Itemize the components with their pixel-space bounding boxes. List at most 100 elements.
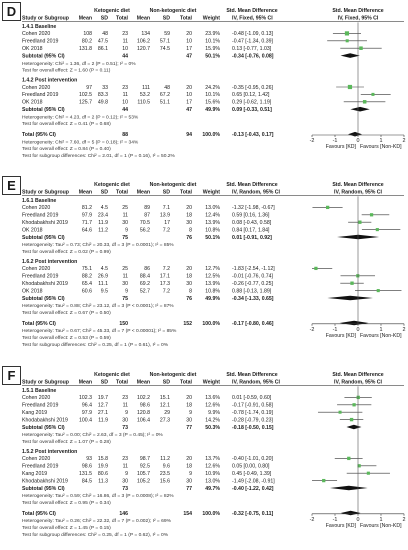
col-header: SD bbox=[101, 379, 108, 385]
cell-ci: 0.59 [0.16, 1.36] bbox=[232, 213, 270, 219]
group2-header: Non-ketogenic diet bbox=[150, 372, 197, 378]
x-tick-label: 2 bbox=[403, 517, 406, 523]
cell-mean-2: 120.7 bbox=[137, 46, 150, 52]
cell-mean-2: 102.2 bbox=[137, 395, 150, 401]
cell-ci: -0.32 [-0.75, 0.11] bbox=[232, 511, 274, 517]
cell-weight: 13.6% bbox=[205, 395, 220, 401]
total-label: Total (95% CI) bbox=[22, 511, 56, 517]
cell-total-1: 88 bbox=[122, 132, 128, 138]
cell-mean-1: 71.7 bbox=[82, 220, 92, 226]
cell-ci: 0.09 [-0.33, 0.51] bbox=[232, 107, 272, 113]
cell-sd-2: 59 bbox=[164, 31, 170, 37]
cell-weight: 10.8% bbox=[205, 288, 220, 294]
cell-ci: -1.49 [-2.08, -0.91] bbox=[232, 478, 275, 484]
cell-total-2: 18 bbox=[186, 213, 192, 219]
cell-weight: 24.2% bbox=[205, 85, 220, 91]
cell-weight: 50.1% bbox=[205, 235, 220, 241]
cell-mean-1: 108 bbox=[83, 31, 92, 37]
effect-marker bbox=[344, 31, 350, 36]
effect-marker bbox=[358, 220, 362, 224]
subgroup-note: Test for overall effect: Z = 0.41 (P = 0… bbox=[22, 121, 111, 127]
cell-weight: 100.0% bbox=[202, 132, 220, 138]
study-label: Khodabakhshi 2019 bbox=[22, 281, 68, 287]
panel-label: E bbox=[2, 176, 21, 195]
subgroup-note: Test for overall effect: Z = 0.02 (P = 0… bbox=[22, 249, 111, 255]
effect-marker bbox=[322, 478, 326, 483]
col-header-study: Study or Subgroup bbox=[22, 379, 69, 385]
cell-sd-1: 86.1 bbox=[98, 46, 108, 52]
col-header: Mean bbox=[137, 15, 150, 21]
study-label: Kang 2019 bbox=[22, 410, 47, 416]
subgroup-note: Heterogeneity: Tau² = 0.00; Chi² = 2.63,… bbox=[22, 432, 163, 438]
cell-sd-1: 27.1 bbox=[98, 410, 108, 416]
group1-header: Ketogenic diet bbox=[94, 8, 130, 14]
study-label: Freedland 2019 bbox=[22, 464, 58, 470]
cell-sd-1: 12.7 bbox=[98, 403, 108, 409]
cell-weight: 10.1% bbox=[205, 39, 220, 45]
col-header: SD bbox=[101, 15, 108, 21]
cell-mean-2: 111 bbox=[142, 85, 150, 91]
cell-weight: 12.6% bbox=[205, 464, 220, 470]
favours-left-label: Favours [KD] bbox=[326, 523, 357, 529]
cell-mean-2: 92.5 bbox=[140, 464, 150, 470]
cell-ci: -0.17 [-0.91, 0.58] bbox=[232, 403, 274, 409]
effect-marker bbox=[375, 228, 379, 232]
cell-total-1: 11 bbox=[123, 464, 128, 470]
cell-total-1: 30 bbox=[122, 220, 128, 226]
cell-sd-2: 11.2 bbox=[160, 456, 170, 462]
x-tick-label: 2 bbox=[403, 327, 406, 333]
cell-sd-2: 7.2 bbox=[163, 266, 170, 272]
x-tick-label: 1 bbox=[380, 517, 383, 523]
cell-ci: -0.40 [-1.22, 0.42] bbox=[232, 486, 274, 492]
group2-header: Non-ketogenic diet bbox=[150, 8, 197, 14]
cell-total-1: 11 bbox=[123, 213, 128, 219]
cell-total-2: 94 bbox=[186, 132, 192, 138]
x-tick-label: 0 bbox=[357, 327, 360, 333]
forest-plot-d: Ketogenic diet Non-ketogenic diet Std. Mea… bbox=[22, 8, 406, 159]
col-header: SD bbox=[163, 15, 170, 21]
cell-weight: 10.8% bbox=[205, 227, 220, 233]
forest-panel-e: E Ketogenic diet Non-ketogenic diet Std. M… bbox=[0, 176, 408, 352]
study-label: Cohen 2020 bbox=[22, 85, 50, 91]
cell-mean-1: 97 bbox=[86, 85, 92, 91]
cell-ci: 0.84 [0.17, 1.84] bbox=[232, 227, 270, 233]
cell-weight: 13.0% bbox=[205, 205, 220, 211]
x-tick-label: -2 bbox=[310, 138, 315, 144]
cell-total-1: 10 bbox=[122, 46, 128, 52]
subgroup-title: 1.5.2 Post intervention bbox=[22, 449, 77, 455]
effect-marker bbox=[359, 46, 363, 50]
subgroup-title: 1.4.1 Baseline bbox=[22, 24, 56, 30]
cell-sd-1: 19.7 bbox=[98, 395, 108, 401]
cell-sd-2: 48 bbox=[164, 85, 170, 91]
cell-mean-1: 80.2 bbox=[82, 39, 92, 45]
footer-note: Test for subgroup differences: Chi² = 2.… bbox=[22, 153, 176, 159]
cell-total-2: 30 bbox=[186, 220, 192, 226]
cell-weight: 13.9% bbox=[205, 220, 220, 226]
x-tick-label: -2 bbox=[310, 327, 315, 333]
cell-sd-1: 19.9 bbox=[98, 464, 108, 470]
cell-total-2: 77 bbox=[186, 486, 192, 492]
cell-total-1: 11 bbox=[123, 274, 128, 280]
cell-sd-1: 9.5 bbox=[101, 288, 108, 294]
cell-mean-1: 96.4 bbox=[82, 403, 92, 409]
cell-mean-1: 81.2 bbox=[82, 205, 92, 211]
cell-ci: 0.05 [0.00, 0.80] bbox=[232, 464, 270, 470]
col-header: Mean bbox=[79, 189, 92, 195]
cell-ci: -0.34 [-0.76, 0.08] bbox=[232, 53, 274, 59]
cell-ci: -0.28 [-0.79, 0.23] bbox=[232, 417, 274, 423]
study-label: Kang 2019 bbox=[22, 471, 47, 477]
cell-total-1: 73 bbox=[122, 425, 128, 431]
cell-sd-1: 33 bbox=[102, 85, 108, 91]
cell-total-1: 9 bbox=[125, 288, 128, 294]
effect-marker bbox=[352, 403, 356, 407]
effect-marker bbox=[376, 289, 380, 293]
cell-sd-2: 12.1 bbox=[160, 403, 170, 409]
cell-weight: 10.9% bbox=[205, 471, 220, 477]
cell-ci: -0.34 [-1.33, 0.65] bbox=[232, 296, 274, 302]
cell-ci: -0.35 [-0.95, 0.26] bbox=[232, 85, 274, 91]
favours-left-label: Favours [KD] bbox=[326, 333, 357, 339]
summary-diamond bbox=[346, 424, 362, 430]
study-label: OK 2018 bbox=[22, 288, 43, 294]
cell-total-2: 9 bbox=[189, 471, 192, 477]
summary-diamond bbox=[329, 485, 368, 491]
